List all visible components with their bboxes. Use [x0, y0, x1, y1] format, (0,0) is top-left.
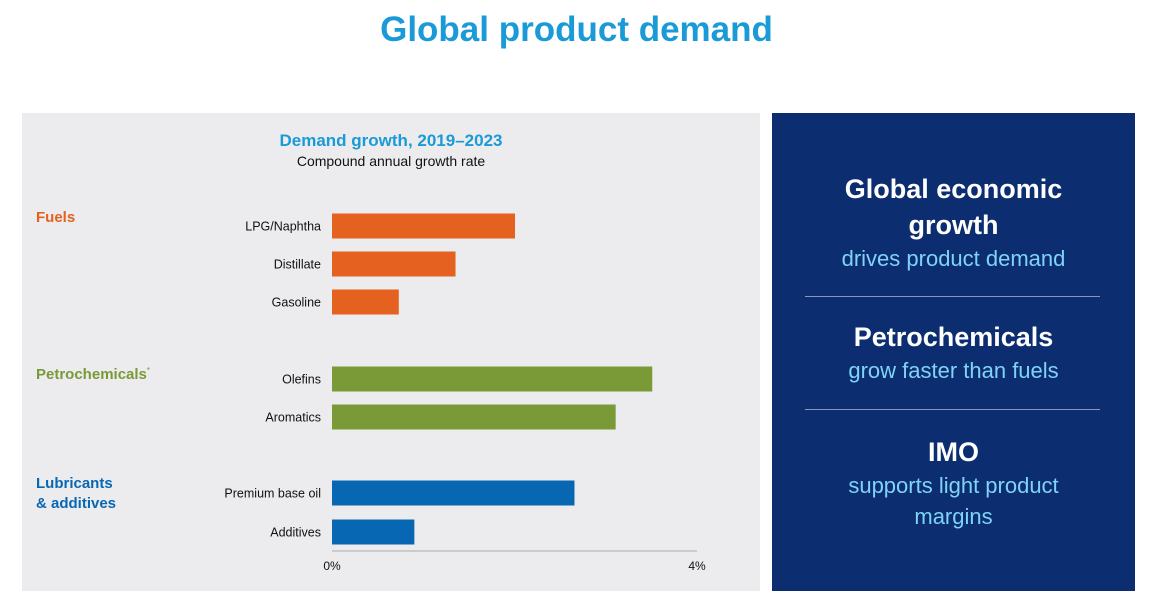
summary-block-imo: IMO supports light product margins	[772, 434, 1135, 532]
x-tick-label: 4%	[688, 559, 706, 573]
bar	[332, 366, 653, 392]
summary-divider	[805, 296, 1100, 297]
summary-subtext-line2: margins	[914, 504, 993, 529]
summary-heading-line2: growth	[908, 210, 999, 240]
group-label-lubricants-line2: & additives	[36, 495, 117, 512]
summary-block-petrochemicals: Petrochemicals grow faster than fuels	[772, 319, 1135, 386]
bar	[332, 251, 456, 277]
bar	[332, 289, 399, 315]
chart-panel: Demand growth, 2019–2023 Compound annual…	[22, 113, 760, 591]
bar	[332, 404, 616, 430]
footnote-marker: *	[146, 366, 151, 375]
x-tick-label: 0%	[323, 559, 341, 573]
bar	[332, 519, 415, 545]
category-label: LPG/Naphtha	[245, 220, 321, 234]
bar	[332, 213, 515, 239]
group-label-lubricants-line1: Lubricants	[36, 475, 113, 492]
bar-chart: LPG/Naphtha Distillate Gasoline Olefins Arom…	[224, 213, 706, 573]
summary-subtext: drives product demand	[841, 246, 1066, 271]
group-label-lubricants: Lubricants & additives	[36, 474, 116, 514]
category-label: Olefins	[282, 373, 321, 387]
category-label: Gasoline	[272, 296, 321, 310]
group-label-petrochemicals-text: Petrochemicals	[36, 366, 147, 383]
page-title: Global product demand	[380, 10, 773, 49]
chart-title: Demand growth, 2019–2023	[279, 131, 503, 150]
bar	[332, 480, 575, 506]
summary-heading: Petrochemicals	[853, 322, 1054, 352]
category-label: Aromatics	[265, 411, 321, 425]
summary-divider	[805, 409, 1100, 410]
group-label-fuels-text: Fuels	[36, 209, 76, 226]
group-label-petrochemicals: Petrochemicals*	[36, 361, 150, 385]
summary-subtext-line1: supports light product	[848, 473, 1059, 498]
summary-heading: IMO	[928, 437, 979, 467]
category-label: Distillate	[274, 258, 321, 272]
summary-subtext: grow faster than fuels	[848, 358, 1059, 383]
summary-panel: Global economic growth drives product de…	[772, 113, 1135, 591]
category-label: Premium base oil	[224, 487, 321, 501]
summary-heading-line1: Global economic	[844, 174, 1063, 204]
group-label-fuels: Fuels	[36, 208, 75, 228]
summary-block-growth: Global economic growth drives product de…	[772, 171, 1135, 274]
category-label: Additives	[270, 526, 321, 540]
chart-subtitle: Compound annual growth rate	[296, 153, 486, 169]
